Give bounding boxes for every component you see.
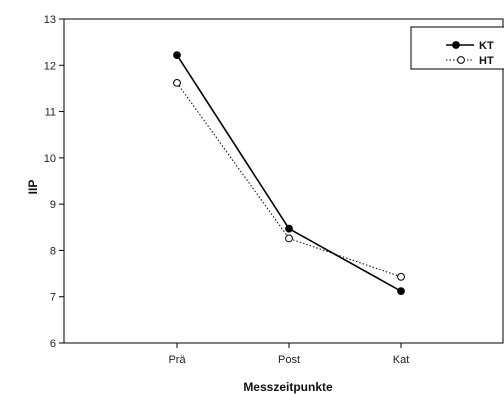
- y-tick-label: 7: [50, 292, 56, 304]
- y-tick-label: 13: [44, 14, 56, 26]
- series-ht-point: [173, 78, 181, 87]
- x-axis: Prä Post Kat: [168, 343, 409, 366]
- series-kt-line: [176, 54, 402, 292]
- series-kt-point: [397, 287, 405, 296]
- y-tick-label: 9: [50, 199, 56, 211]
- plot-border: [63, 18, 504, 344]
- y-tick-label: 11: [45, 107, 56, 119]
- y-tick-label: 8: [50, 245, 56, 257]
- legend-ht-label: HT: [479, 55, 494, 67]
- y-tick-label: 12: [44, 60, 56, 72]
- x-tick-label: Post: [278, 354, 300, 366]
- series-kt-point: [285, 224, 293, 233]
- x-tick-label: Prä: [168, 354, 186, 366]
- plot-frame: [63, 18, 504, 344]
- legend-kt-label: KT: [479, 40, 494, 52]
- series-layer: [173, 51, 405, 296]
- series-kt-point: [173, 51, 181, 59]
- legend: KT HT: [410, 26, 504, 70]
- series-ht-point: [397, 272, 405, 281]
- legend-ht-marker: [457, 56, 465, 64]
- legend-kt-marker: [452, 41, 460, 49]
- series-ht-line: [176, 82, 402, 278]
- x-axis-title: Messzeitpunkte: [243, 380, 333, 394]
- y-tick-label: 6: [50, 338, 56, 350]
- y-axis: 6 7 8 9 10 11 12 13: [44, 14, 64, 350]
- x-tick-label: Kat: [393, 354, 410, 366]
- series-ht-point: [285, 234, 293, 243]
- y-axis-title: IIP: [26, 180, 40, 195]
- y-tick-label: 10: [44, 153, 56, 165]
